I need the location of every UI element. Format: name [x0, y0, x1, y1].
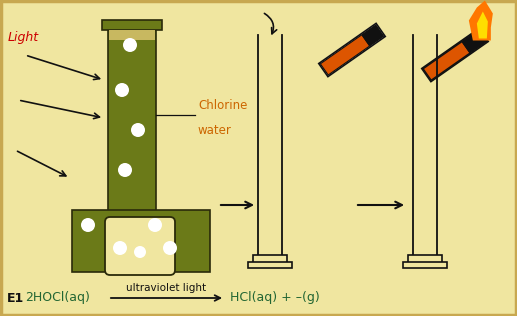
Circle shape	[123, 38, 137, 52]
Circle shape	[148, 218, 162, 232]
Bar	[108, 30, 156, 215]
Text: 2HOCl(aq): 2HOCl(aq)	[25, 291, 90, 305]
Bar	[319, 23, 385, 76]
Bar	[423, 41, 470, 80]
Bar	[422, 28, 488, 82]
Bar	[362, 25, 384, 46]
Circle shape	[115, 83, 129, 97]
Polygon shape	[469, 1, 493, 40]
Circle shape	[113, 241, 127, 255]
Text: Chlorine: Chlorine	[198, 99, 247, 112]
Circle shape	[81, 218, 95, 232]
Text: Light: Light	[8, 32, 39, 45]
Circle shape	[131, 123, 145, 137]
Bar	[403, 262, 447, 268]
FancyBboxPatch shape	[105, 217, 175, 275]
Circle shape	[163, 241, 177, 255]
Bar	[248, 262, 292, 268]
Text: ultraviolet light: ultraviolet light	[127, 283, 207, 293]
Circle shape	[134, 246, 146, 258]
Bar	[109, 30, 155, 40]
Text: water: water	[198, 124, 232, 137]
Text: HCl(aq) + –(g): HCl(aq) + –(g)	[230, 291, 320, 305]
Bar	[253, 255, 287, 263]
Polygon shape	[477, 11, 488, 39]
Circle shape	[118, 163, 132, 177]
Bar	[102, 20, 162, 30]
Bar	[72, 210, 210, 272]
Bar	[320, 34, 370, 75]
Bar	[319, 23, 385, 76]
Bar	[462, 30, 487, 53]
Text: E1: E1	[7, 291, 24, 305]
Bar	[408, 255, 442, 263]
